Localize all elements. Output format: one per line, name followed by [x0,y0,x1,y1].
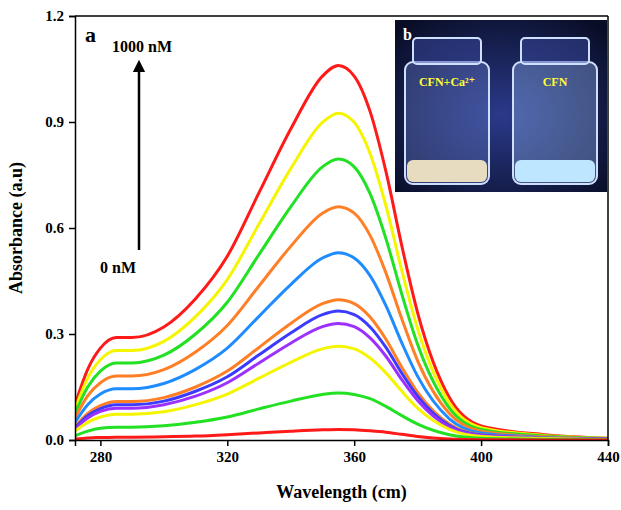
spectrum-line [75,159,608,438]
x-tick: 440 [597,440,620,465]
spectrum-line [75,300,608,440]
spectrum-line [75,253,608,439]
x-tick-label: 440 [597,449,620,465]
x-tick-mark [481,440,483,446]
y-tick-mark [69,440,75,442]
vial-liquid [407,160,487,182]
y-tick-mark [69,122,75,124]
spectrum-line [75,311,608,439]
annotation: 0 nM [100,259,136,276]
inset-label: b [403,26,412,43]
y-tick: 0.9 [45,114,75,130]
y-tick: 0.0 [45,432,75,448]
y-tick-label: 0.0 [45,432,64,448]
y-tick-label: 1.2 [45,8,64,24]
inset-background [395,20,607,192]
x-axis-line [76,441,609,447]
x-tick-label: 280 [90,449,113,465]
y-axis: 0.0 0.3 0.6 0.9 1.2 [45,8,75,448]
vial-body [513,62,597,184]
spectrum-line [75,393,608,440]
panel-label: a [85,22,96,47]
y-tick-label: 0.9 [45,114,64,130]
y-axis-line [69,17,76,441]
y-tick: 0.6 [45,220,75,236]
vial [513,38,597,184]
x-tick-label: 320 [217,449,240,465]
inset-text: CFN+Ca²⁺ [419,75,475,89]
y-tick-mark [69,16,75,18]
inset-text: CFN [543,75,568,89]
y-tick: 1.2 [45,8,75,24]
x-tick-mark [227,440,229,446]
spectrum-line [75,207,608,439]
vial-neck [521,38,589,64]
vial-body [405,62,489,184]
y-axis-title: Absorbance (a.u) [6,162,27,294]
vial-neck [413,38,481,64]
x-tick-label: 400 [470,449,493,465]
x-tick: 360 [343,440,366,465]
y-tick-label: 0.3 [45,326,64,342]
y-tick-label: 0.6 [45,220,64,236]
vial-liquid [515,160,595,182]
x-tick-label: 360 [343,449,366,465]
x-tick-mark [608,440,610,446]
inset: b CFN+Ca²⁺ CFN [395,20,607,192]
spectrum-line [75,346,608,439]
arrow [138,66,141,250]
y-tick: 0.3 [45,326,75,342]
vial [405,38,489,184]
y-tick-mark [69,228,75,230]
x-tick-mark [354,440,356,446]
x-tick-mark [100,440,102,446]
frame-top [75,15,608,17]
x-tick: 400 [470,440,493,465]
x-axis-title: Wavelength (cm) [276,482,406,503]
frame-right [607,16,609,440]
y-tick-mark [69,334,75,336]
plot-area: 280 320 360 400 440 0.0 0.3 0.6 0.9 1.2 [45,8,620,464]
spectrum-line [75,113,608,438]
annotations: 1000 nM 0 nM [100,38,172,276]
x-tick: 320 [217,440,240,465]
spectrum-line [75,429,608,440]
x-axis: 280 320 360 400 440 [76,440,620,465]
spectrum-line [75,323,608,439]
x-tick: 280 [90,440,113,465]
annotation: 1000 nM [112,38,172,55]
chart-svg: 280 320 360 400 440 0.0 0.3 0.6 0.9 1.2 Wavelength… [0,0,621,510]
